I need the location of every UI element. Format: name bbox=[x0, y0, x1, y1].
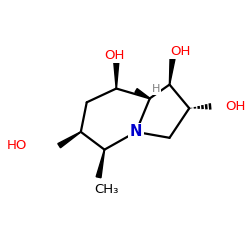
Text: H: H bbox=[152, 84, 160, 94]
Polygon shape bbox=[96, 150, 105, 178]
Text: N: N bbox=[130, 124, 142, 140]
Text: OH: OH bbox=[226, 100, 246, 113]
Polygon shape bbox=[114, 63, 119, 88]
Text: OH: OH bbox=[170, 44, 190, 58]
Polygon shape bbox=[135, 88, 150, 99]
Polygon shape bbox=[58, 132, 81, 148]
Text: CH₃: CH₃ bbox=[94, 182, 119, 196]
Text: OH: OH bbox=[104, 48, 124, 62]
Text: HO: HO bbox=[7, 139, 28, 152]
Polygon shape bbox=[170, 59, 175, 85]
